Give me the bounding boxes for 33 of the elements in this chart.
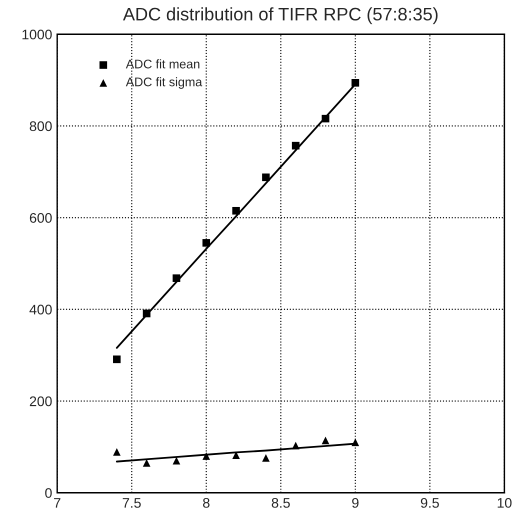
point xyxy=(352,438,360,446)
x-tick-label: 10 xyxy=(498,498,512,508)
point xyxy=(322,114,330,122)
x-tick-label: 8.5 xyxy=(272,498,290,508)
chart-title: ADC distribution of TIFR RPC (57:8:35) xyxy=(122,7,438,24)
x-tick-label: 9 xyxy=(352,498,359,508)
x-tick-label: 7 xyxy=(54,498,60,508)
point xyxy=(113,356,121,364)
point xyxy=(172,274,180,282)
point xyxy=(292,442,300,450)
point xyxy=(292,142,300,150)
point xyxy=(172,456,180,464)
legend-label: ADC fit sigma xyxy=(126,77,202,89)
y-tick-label: 200 xyxy=(30,396,52,406)
y-tick-label: 400 xyxy=(29,304,52,315)
y-tick-label: 600 xyxy=(30,212,52,223)
point xyxy=(202,452,210,460)
y-tick-label: 800 xyxy=(30,121,52,132)
x-tick-label: 8 xyxy=(203,498,210,508)
y-tick-label: 0 xyxy=(45,488,52,498)
legend-label: ADC fit mean xyxy=(126,59,200,68)
x-tick-label: 9.5 xyxy=(420,498,439,508)
point xyxy=(322,436,330,444)
point xyxy=(113,448,121,456)
point xyxy=(142,310,150,318)
point xyxy=(232,206,240,215)
point xyxy=(352,79,360,87)
point xyxy=(262,174,270,182)
point xyxy=(262,454,270,462)
x-tick-label: 7.5 xyxy=(122,498,141,508)
point xyxy=(202,239,210,247)
y-tick-label: 1000 xyxy=(22,30,52,40)
point xyxy=(142,459,150,467)
